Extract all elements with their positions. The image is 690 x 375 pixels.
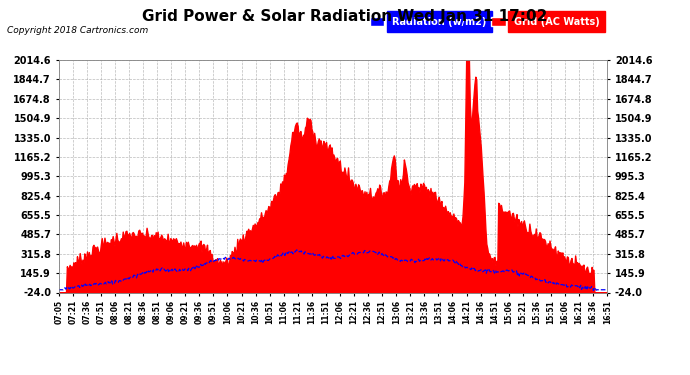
Text: Copyright 2018 Cartronics.com: Copyright 2018 Cartronics.com xyxy=(7,26,148,35)
Text: Grid Power & Solar Radiation Wed Jan 31 17:02: Grid Power & Solar Radiation Wed Jan 31 … xyxy=(142,9,548,24)
Legend: Radiation (w/m2), Grid (AC Watts): Radiation (w/m2), Grid (AC Watts) xyxy=(367,14,602,30)
